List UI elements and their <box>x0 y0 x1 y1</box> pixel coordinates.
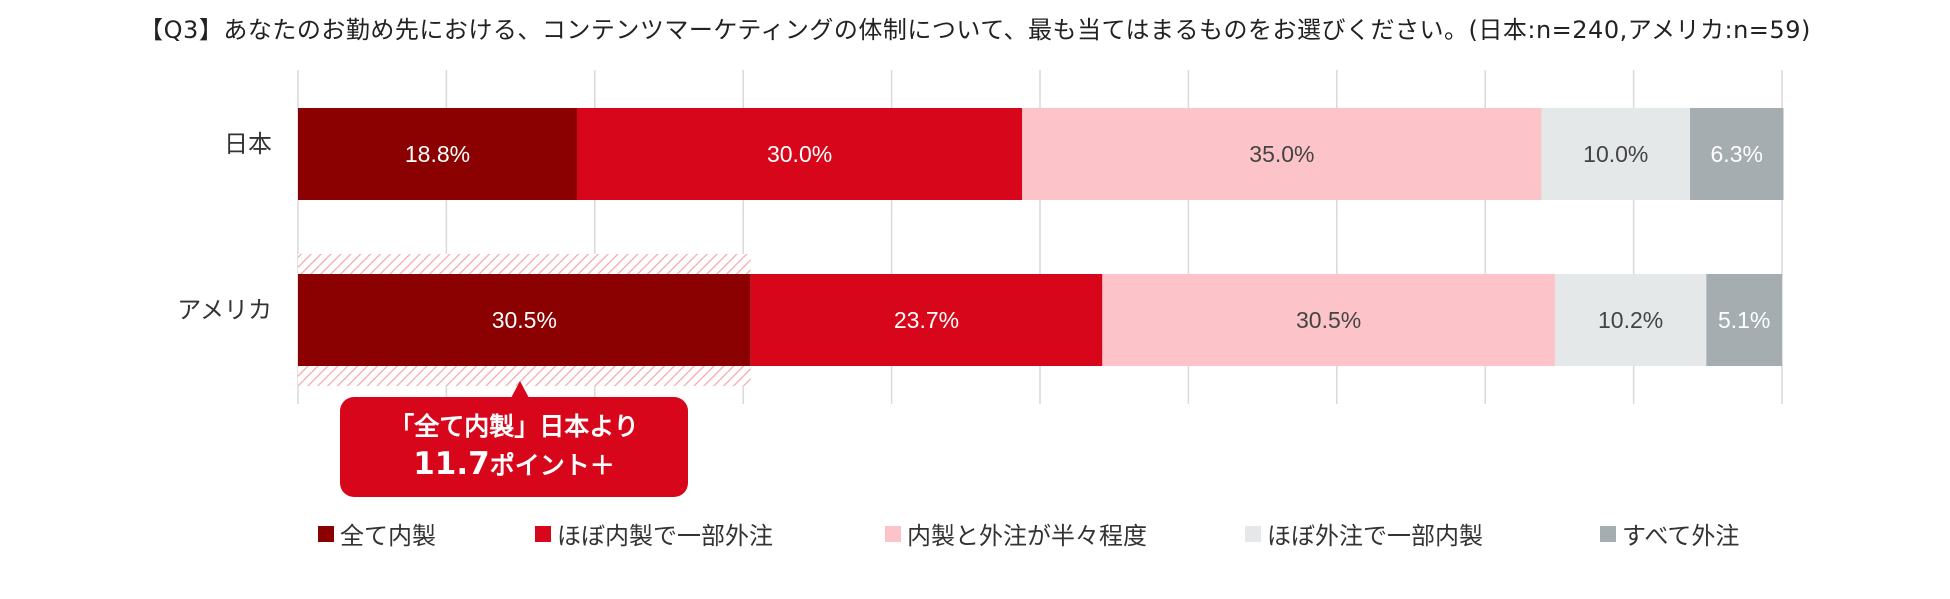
bar-segment <box>1022 108 1542 200</box>
bar-segment <box>1554 274 1707 366</box>
legend-swatch <box>1245 525 1261 542</box>
data-label: 35.0% <box>1249 141 1314 167</box>
legend-label: 内製と外注が半々程度 <box>907 522 1147 550</box>
legend-swatch <box>1600 525 1616 542</box>
bar-segment <box>576 108 1023 200</box>
chart-title: 【Q3】あなたのお勤め先における、コンテンツマーケティングの体制について、最も当… <box>139 16 1811 44</box>
data-label: 10.0% <box>1583 141 1648 167</box>
data-label: 5.1% <box>1718 307 1770 333</box>
annotation-suffix: ポイント＋ <box>489 451 615 480</box>
data-label: 18.8% <box>405 141 470 167</box>
bar-segment <box>1689 108 1784 200</box>
annotation-value: 11.7 <box>413 446 490 482</box>
category-label: アメリカ <box>177 296 272 324</box>
bar-segment <box>1706 274 1782 366</box>
legend-swatch <box>318 525 334 542</box>
data-label: 30.0% <box>767 141 832 167</box>
legend-swatch <box>535 525 551 542</box>
bar-segment <box>298 274 751 366</box>
category-label: 日本 <box>224 130 272 158</box>
legend-label: 全て内製 <box>340 522 436 550</box>
legend-item: 内製と外注が半々程度 <box>885 516 1147 551</box>
annotation-line2: 11.7ポイント＋ <box>340 443 688 487</box>
bar-segment <box>1102 274 1555 366</box>
data-label: 30.5% <box>1296 307 1361 333</box>
bar-segment <box>1541 108 1690 200</box>
bar-segment <box>750 274 1103 366</box>
legend-item: ほぼ内製で一部外注 <box>535 516 773 551</box>
legend-label: すべて外注 <box>1622 522 1740 550</box>
legend-item: すべて外注 <box>1600 516 1739 551</box>
annotation-line1: 「全て内製」日本より <box>389 412 639 441</box>
legend-label: ほぼ内製で一部外注 <box>557 522 773 550</box>
legend-item: 全て内製 <box>318 516 436 551</box>
legend-label: ほぼ外注で一部内製 <box>1267 522 1483 550</box>
data-label: 23.7% <box>894 307 959 333</box>
legend-swatch <box>885 525 901 542</box>
annotation-callout: 「全て内製」日本より 11.7ポイント＋ <box>340 381 688 497</box>
bar-segment <box>298 108 577 200</box>
data-label: 6.3% <box>1711 141 1763 167</box>
data-label: 10.2% <box>1598 307 1663 333</box>
legend-item: ほぼ外注で一部内製 <box>1245 516 1483 551</box>
data-label: 30.5% <box>492 307 557 333</box>
